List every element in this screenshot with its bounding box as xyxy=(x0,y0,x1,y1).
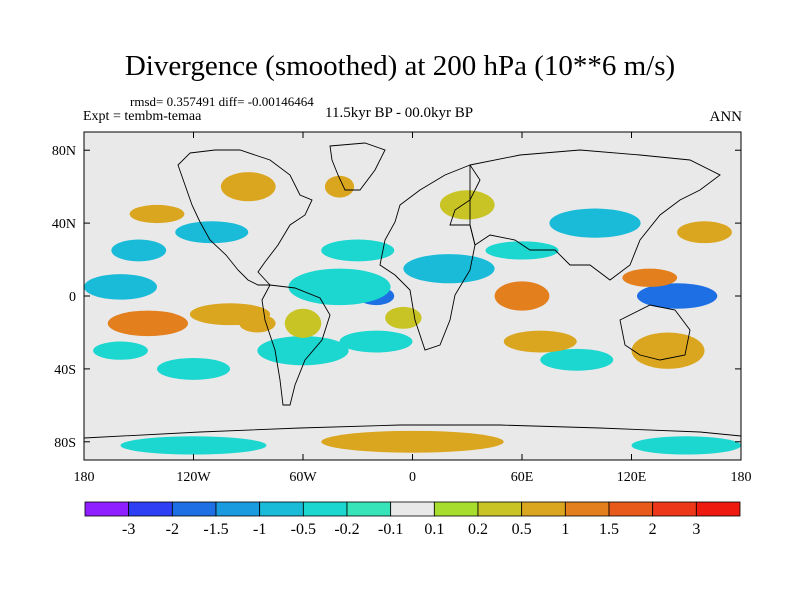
divergence-cell-18 xyxy=(485,241,559,260)
colorbar-swatch xyxy=(608,501,654,517)
divergence-cell-22 xyxy=(120,436,267,455)
colorbar-label: -0.2 xyxy=(334,521,359,538)
divergence-cell-25 xyxy=(284,308,322,338)
divergence-cell-21 xyxy=(321,430,504,453)
colorbar-swatch xyxy=(346,501,392,517)
divergence-cell-5 xyxy=(494,281,550,311)
x-tick-label: 120E xyxy=(617,470,647,485)
x-tick-label: 120W xyxy=(176,470,211,485)
divergence-cell-23 xyxy=(631,436,741,455)
divergence-cell-8 xyxy=(84,274,157,300)
divergence-cell-15 xyxy=(129,204,185,224)
divergence-cell-19 xyxy=(324,175,355,198)
colorbar-swatch xyxy=(171,501,217,517)
x-tick-label: 180 xyxy=(74,470,95,485)
divergence-cell-30 xyxy=(677,221,732,244)
colorbar-swatch xyxy=(477,501,523,517)
colorbar: -3 -2 -1.5 -1 -0.5 -0.2 -0.1 0.1 0.2 0.5 1 1.5 2 3 xyxy=(84,501,741,538)
divergence-cell-26 xyxy=(339,330,413,353)
period-label: 11.5kyr BP - 00.0kyr BP xyxy=(325,105,474,121)
divergence-cell-11 xyxy=(157,357,230,380)
colorbar-label: 0.2 xyxy=(468,521,488,538)
plot-background xyxy=(84,132,741,460)
colorbar-label: -0.1 xyxy=(378,521,403,538)
divergence-cell-24 xyxy=(239,314,276,333)
stats-label: rmsd= 0.357491 diff= -0.00146464 xyxy=(130,94,314,109)
divergence-cell-12 xyxy=(540,348,614,371)
colorbar-swatch xyxy=(215,501,261,517)
divergence-cell-0 xyxy=(107,310,189,337)
colorbar-swatch xyxy=(433,501,479,517)
y-tick-label: 80S xyxy=(54,436,76,451)
colorbar-label: -3 xyxy=(122,521,135,538)
colorbar-swatch xyxy=(128,501,173,517)
colorbar-swatch xyxy=(259,501,304,517)
x-tick-label: 0 xyxy=(409,470,416,485)
divergence-cell-4 xyxy=(385,306,422,329)
divergence-cell-13 xyxy=(631,332,705,369)
y-tick-label: 0 xyxy=(69,290,76,305)
colorbar-swatch xyxy=(84,501,130,517)
colorbar-label: 2 xyxy=(649,521,657,538)
divergence-cell-14 xyxy=(220,172,276,202)
experiment-label: Expt = tembm-temaa xyxy=(83,109,202,124)
y-tick-label: 80N xyxy=(52,144,76,159)
axes: 180 120W 60W 0 60E 120E 180 80N 40N 0 40S 80S xyxy=(52,132,752,485)
colorbar-label: 3 xyxy=(692,521,700,538)
x-tick-label: 180 xyxy=(731,470,752,485)
divergence-cell-20 xyxy=(439,190,495,220)
y-tick-label: 40S xyxy=(54,363,76,378)
chart-title: Divergence (smoothed) at 200 hPa (10**6 … xyxy=(124,50,676,82)
divergence-cell-31 xyxy=(503,330,577,353)
colorbar-swatch xyxy=(302,501,348,517)
divergence-cell-7 xyxy=(622,268,678,287)
colorbar-swatch xyxy=(521,501,566,517)
colorbar-label: -0.5 xyxy=(291,521,316,538)
colorbar-swatch xyxy=(564,501,610,517)
divergence-field xyxy=(84,172,741,455)
colorbar-label: -1 xyxy=(253,521,266,538)
divergence-cell-10 xyxy=(257,336,349,366)
divergence-cell-29 xyxy=(549,208,641,238)
colorbar-label: 0.1 xyxy=(424,521,444,538)
divergence-cell-16 xyxy=(111,239,167,262)
season-label: ANN xyxy=(709,109,743,125)
divergence-cell-9 xyxy=(403,254,495,284)
x-tick-label: 60E xyxy=(511,470,534,485)
colorbar-label: 1 xyxy=(561,521,569,538)
colorbar-swatch xyxy=(390,501,435,517)
colorbar-swatch xyxy=(652,501,697,517)
colorbar-label: -1.5 xyxy=(203,521,228,538)
divergence-cell-27 xyxy=(93,341,148,360)
colorbar-swatch xyxy=(695,501,741,517)
colorbar-label: -2 xyxy=(166,521,179,538)
divergence-cell-3 xyxy=(288,268,391,306)
colorbar-label: 1.5 xyxy=(599,521,619,538)
x-tick-label: 60W xyxy=(289,470,317,485)
y-tick-label: 40N xyxy=(52,217,76,232)
colorbar-label: 0.5 xyxy=(512,521,532,538)
divergence-cell-6 xyxy=(636,283,718,309)
coastlines xyxy=(84,142,741,439)
divergence-cell-17 xyxy=(321,239,395,262)
divergence-cell-28 xyxy=(175,221,249,244)
